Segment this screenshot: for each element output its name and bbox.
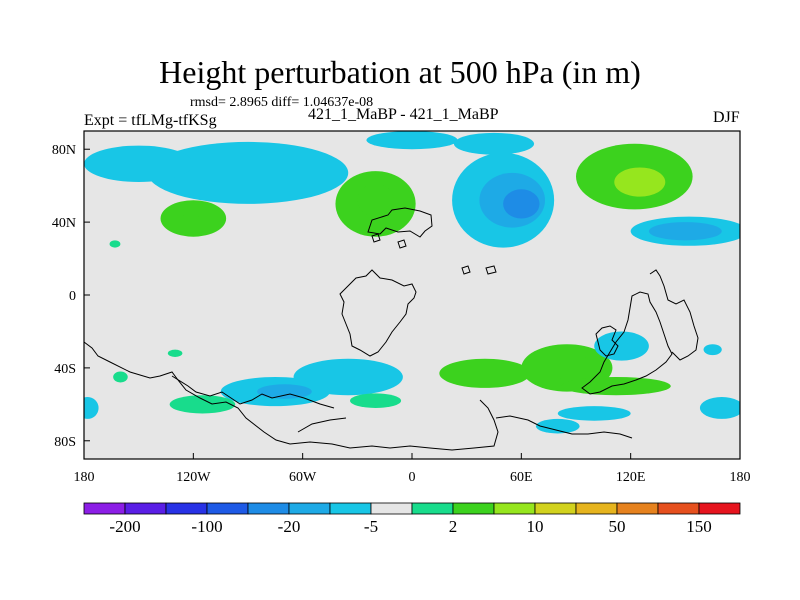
colorbar-box-7	[370, 502, 413, 515]
colorbar: -200 -100 -20 -5 2 10 50 150	[83, 502, 741, 536]
colorbar-label-5: 10	[527, 517, 544, 536]
colorbar-label-3: -5	[364, 517, 378, 536]
case-label: 421_1_MaBP - 421_1_MaBP	[308, 106, 499, 123]
x-axis: 180 120W 60W 0 60E 120E 180	[74, 453, 751, 485]
anomaly-contour-28	[169, 395, 236, 414]
colorbar-box-8	[411, 502, 454, 515]
anomaly-contour-7	[366, 131, 458, 150]
colorbar-box-11	[534, 502, 577, 515]
colorbar-box-9	[452, 502, 495, 515]
x-tick-label-3: 0	[409, 470, 416, 485]
colorbar-box-1	[124, 502, 167, 515]
x-tick-label-5: 120E	[616, 470, 646, 485]
season-label: DJF	[713, 109, 740, 126]
anomaly-contour-27	[84, 397, 99, 419]
anomaly-contour-26	[699, 397, 740, 419]
coastline-antarctic-3	[495, 415, 633, 439]
y-tick-label-4: 80S	[54, 435, 76, 450]
anomaly-contour-8	[453, 132, 535, 155]
coastline-antarctic-1	[171, 375, 335, 409]
anomaly-contour-4	[175, 214, 205, 230]
y-axis: 80N 40N 0 40S 80S	[52, 143, 90, 450]
anomaly-contour-18	[257, 384, 312, 399]
anomaly-contour-21	[550, 355, 595, 381]
anomaly-contour-11	[503, 189, 540, 219]
y-tick-label-0: 80N	[52, 143, 76, 158]
coastline-australia	[581, 291, 673, 395]
colorbar-box-6	[329, 502, 372, 515]
stats-text: rmsd= 2.8965 diff= 1.04637e-08	[190, 95, 374, 110]
anomaly-contour-25	[535, 418, 580, 434]
anomaly-contour-6	[357, 183, 394, 217]
coastline-pacific-islands	[649, 269, 699, 361]
coastline-america	[84, 341, 499, 451]
colorbar-box-12	[575, 502, 618, 515]
anomaly-contour-31	[113, 371, 128, 383]
anomaly-contour-15	[648, 222, 722, 241]
colorbar-label-2: -20	[278, 517, 301, 536]
colorbar-label-1: -100	[191, 517, 222, 536]
colorbar-box-3	[206, 502, 249, 515]
y-tick-label-1: 40N	[52, 216, 76, 231]
colorbar-box-15	[698, 502, 741, 515]
anomaly-contour-1	[147, 141, 349, 204]
anomaly-contour-22	[594, 331, 649, 361]
colorbar-label-4: 2	[449, 517, 458, 536]
coastline-africa	[339, 269, 417, 357]
x-tick-label-0: 180	[74, 470, 95, 485]
coastline-antarctic-2	[297, 417, 347, 433]
anomaly-contour-24	[557, 406, 631, 421]
colorbar-box-14	[657, 502, 700, 515]
anomaly-layer	[84, 131, 740, 434]
x-tick-label-2: 60W	[289, 470, 317, 485]
colorbar-box-10	[493, 502, 536, 515]
colorbar-box-2	[165, 502, 208, 515]
x-tick-label-1: 120W	[176, 470, 211, 485]
experiment-label: Expt = tfLMg-tfKSg	[84, 112, 217, 129]
colorbar-box-4	[247, 502, 290, 515]
colorbar-box-5	[288, 502, 331, 515]
colorbar-label-0: -200	[109, 517, 140, 536]
anomaly-contour-23	[561, 377, 671, 396]
colorbar-box-0	[83, 502, 126, 515]
coastline-asia-islands	[595, 325, 619, 357]
colorbar-label-6: 50	[609, 517, 626, 536]
x-tick-label-6: 180	[730, 470, 751, 485]
coastline-islands-small	[371, 233, 497, 275]
anomaly-contour-32	[167, 349, 183, 357]
chart-title: Height perturbation at 500 hPa (in m)	[159, 54, 641, 90]
colorbar-box-13	[616, 502, 659, 515]
coastline-europe	[367, 207, 433, 238]
colorbar-label-7: 150	[686, 517, 712, 536]
anomaly-contour-30	[703, 344, 722, 356]
anomaly-contour-33	[109, 240, 121, 248]
anomaly-contour-2	[84, 145, 194, 183]
y-tick-label-2: 0	[69, 289, 76, 304]
coastlines	[84, 207, 699, 451]
y-tick-label-3: 40S	[54, 362, 76, 377]
anomaly-contour-19	[439, 358, 531, 388]
x-tick-label-4: 60E	[510, 470, 533, 485]
anomaly-contour-29	[350, 393, 402, 408]
anomaly-contour-13	[614, 167, 666, 197]
